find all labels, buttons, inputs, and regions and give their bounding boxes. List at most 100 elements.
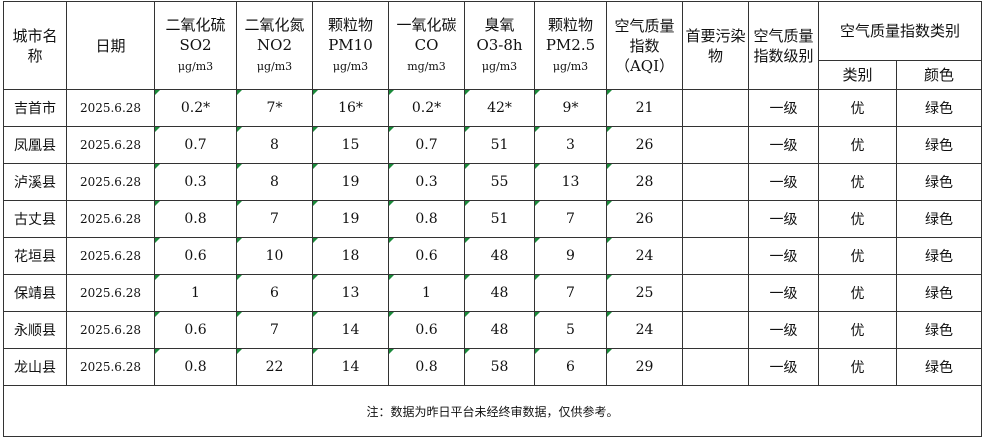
cell-co: 0.6 [388, 311, 465, 349]
cell-category: 优 [818, 200, 897, 238]
cell-pm25: 9* [534, 89, 607, 127]
cell-city: 凤凰县 [3, 126, 67, 164]
cell-category: 优 [818, 126, 897, 164]
table-row: 永顺县 2025.6.28 0.6 7 14 0.6 48 5 24 一级优绿色 [3, 311, 983, 349]
header-no2: 二氧化氮 NO2 μg/m3 [236, 1, 313, 90]
cell-co: 0.7 [388, 126, 465, 164]
cell-pm25: 3 [534, 126, 607, 164]
table-row: 花垣县 2025.6.28 0.6 10 18 0.6 48 9 24 一级优绿色 [3, 237, 983, 275]
cell-pm10: 19 [312, 163, 389, 201]
cell-o3: 48 [464, 274, 535, 312]
cell-color: 绿色 [895, 89, 983, 127]
cell-city: 泸溪县 [3, 163, 67, 201]
cell-so2: 0.7 [154, 126, 237, 164]
cell-date: 2025.6.28 [66, 163, 155, 201]
cell-color: 绿色 [895, 348, 983, 386]
cell-primary [682, 163, 749, 201]
cell-co: 0.2* [388, 89, 465, 127]
cell-primary [682, 274, 749, 312]
header-so2: 二氧化硫 SO2 μg/m3 [154, 1, 237, 90]
cell-city: 吉首市 [3, 89, 67, 127]
cell-category: 优 [818, 348, 897, 386]
cell-level: 一级 [748, 163, 819, 201]
header-primary-pollutant: 首要污染物 [682, 1, 749, 90]
header-o3: 臭氧 O3-8h μg/m3 [464, 1, 535, 90]
cell-aqi: 26 [606, 126, 683, 164]
cell-date: 2025.6.28 [66, 237, 155, 275]
cell-date: 2025.6.28 [66, 200, 155, 238]
cell-category: 优 [818, 237, 897, 275]
cell-no2: 7 [236, 311, 313, 349]
cell-primary [682, 200, 749, 238]
cell-no2: 7 [236, 200, 313, 238]
header-aqi-level: 空气质量指数级别 [748, 1, 819, 90]
cell-primary [682, 237, 749, 275]
cell-co: 0.3 [388, 163, 465, 201]
cell-o3: 48 [464, 311, 535, 349]
cell-primary [682, 126, 749, 164]
cell-level: 一级 [748, 237, 819, 275]
footnote: 注：数据为昨日平台未经终审数据，仅供参考。 [2, 385, 983, 437]
cell-pm10: 16* [312, 89, 389, 127]
cell-city: 永顺县 [3, 311, 67, 349]
cell-category: 优 [818, 163, 897, 201]
table-row: 龙山县 2025.6.28 0.8 22 14 0.8 58 6 29 一级优绿色 [3, 348, 983, 386]
cell-color: 绿色 [895, 274, 983, 312]
cell-so2: 0.3 [154, 163, 237, 201]
cell-category: 优 [818, 274, 897, 312]
cell-co: 0.8 [388, 200, 465, 238]
cell-pm25: 13 [534, 163, 607, 201]
cell-date: 2025.6.28 [66, 311, 155, 349]
header-aqi-category-group: 空气质量指数类别 [817, 1, 983, 61]
cell-o3: 48 [464, 237, 535, 275]
cell-pm25: 9 [534, 237, 607, 275]
cell-so2: 0.6 [154, 311, 237, 349]
cell-pm25: 5 [534, 311, 607, 349]
cell-o3: 58 [464, 348, 535, 386]
header-color: 颜色 [895, 60, 983, 90]
cell-aqi: 24 [606, 237, 683, 275]
header-co: 一氧化碳 CO mg/m3 [388, 1, 465, 90]
cell-o3: 51 [464, 126, 535, 164]
header-aqi: 空气质量 指数 （AQI） [606, 1, 683, 90]
cell-aqi: 25 [606, 274, 683, 312]
cell-date: 2025.6.28 [66, 274, 155, 312]
cell-color: 绿色 [895, 126, 983, 164]
cell-primary [682, 89, 749, 127]
cell-so2: 1 [154, 274, 237, 312]
cell-city: 古丈县 [3, 200, 67, 238]
cell-o3: 51 [464, 200, 535, 238]
cell-level: 一级 [748, 311, 819, 349]
table-row: 泸溪县 2025.6.28 0.3 8 19 0.3 55 13 28 一级优绿色 [3, 163, 983, 201]
cell-date: 2025.6.28 [66, 348, 155, 386]
cell-pm10: 14 [312, 311, 389, 349]
cell-o3: 42* [464, 89, 535, 127]
cell-no2: 8 [236, 163, 313, 201]
table-row: 凤凰县 2025.6.28 0.7 8 15 0.7 51 3 26 一级优绿色 [3, 126, 983, 164]
cell-no2: 10 [236, 237, 313, 275]
cell-color: 绿色 [895, 200, 983, 238]
cell-aqi: 26 [606, 200, 683, 238]
cell-co: 1 [388, 274, 465, 312]
cell-aqi: 29 [606, 348, 683, 386]
header-pm10: 颗粒物 PM10 μg/m3 [312, 1, 389, 90]
cell-level: 一级 [748, 200, 819, 238]
cell-pm10: 13 [312, 274, 389, 312]
cell-category: 优 [818, 311, 897, 349]
cell-co: 0.8 [388, 348, 465, 386]
cell-aqi: 21 [606, 89, 683, 127]
cell-primary [682, 348, 749, 386]
cell-no2: 22 [236, 348, 313, 386]
cell-no2: 8 [236, 126, 313, 164]
cell-co: 0.6 [388, 237, 465, 275]
cell-level: 一级 [748, 126, 819, 164]
cell-so2: 0.2* [154, 89, 237, 127]
cell-color: 绿色 [895, 237, 983, 275]
cell-aqi: 28 [606, 163, 683, 201]
cell-date: 2025.6.28 [66, 126, 155, 164]
cell-pm10: 15 [312, 126, 389, 164]
header-pm25: 颗粒物 PM2.5 μg/m3 [534, 1, 607, 90]
cell-color: 绿色 [895, 311, 983, 349]
header-date: 日期 [66, 1, 155, 90]
